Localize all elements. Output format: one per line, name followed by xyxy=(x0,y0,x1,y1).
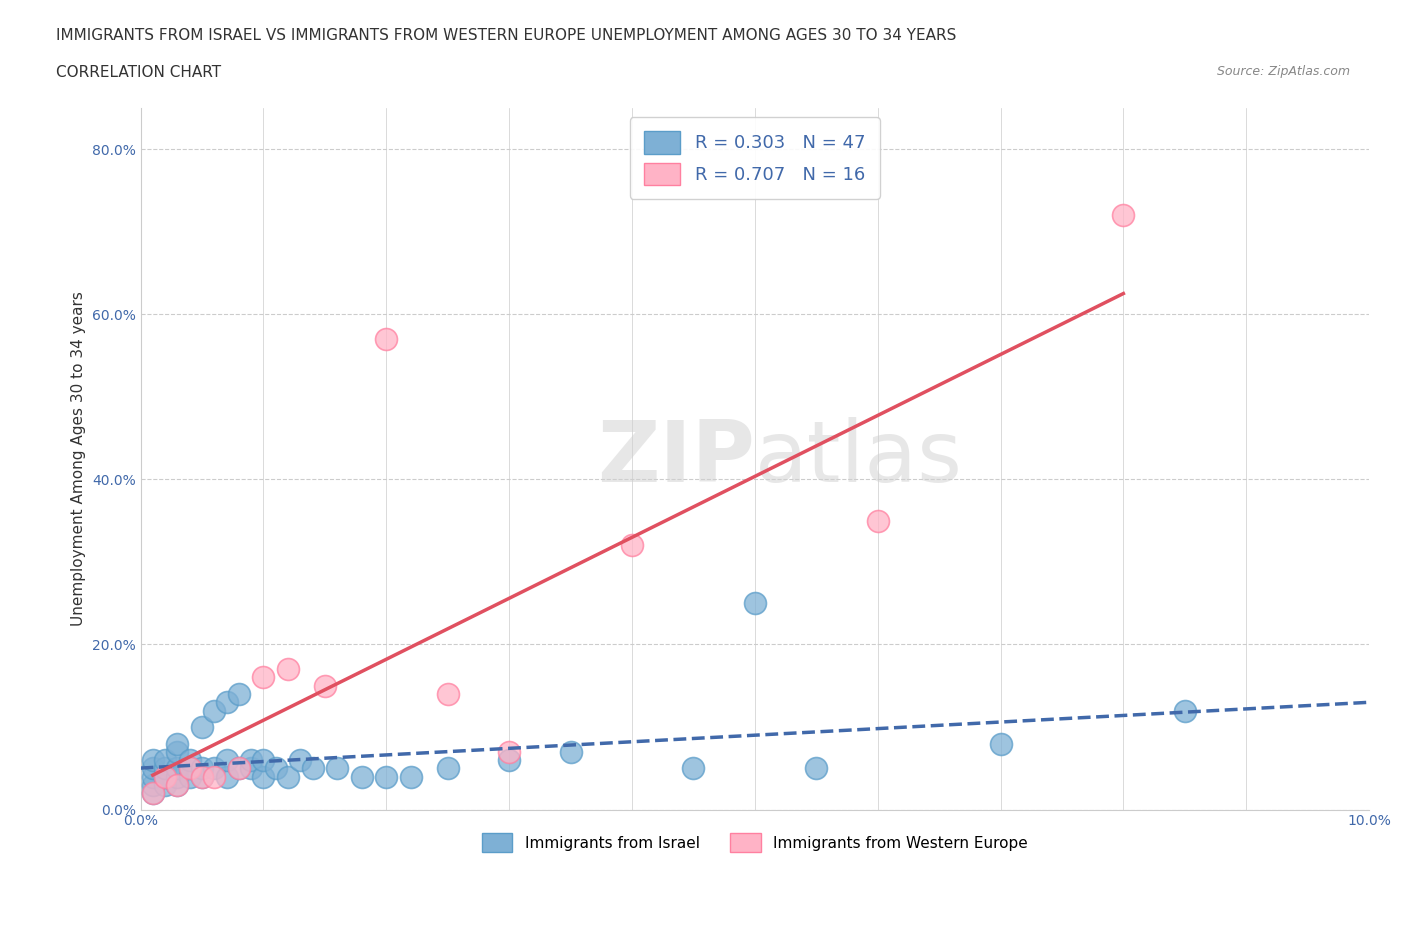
Point xyxy=(228,686,250,701)
Point xyxy=(215,695,238,710)
Point xyxy=(264,761,287,776)
Point xyxy=(191,720,214,735)
Point xyxy=(215,752,238,767)
Point xyxy=(350,769,373,784)
Point xyxy=(191,769,214,784)
Point xyxy=(215,769,238,784)
Point xyxy=(240,761,263,776)
Point xyxy=(252,752,274,767)
Point xyxy=(399,769,422,784)
Point xyxy=(277,662,299,677)
Point xyxy=(498,744,520,759)
Point xyxy=(202,761,225,776)
Point xyxy=(252,670,274,684)
Point xyxy=(142,752,165,767)
Point xyxy=(1112,208,1135,223)
Point xyxy=(166,777,188,792)
Point xyxy=(375,332,398,347)
Point xyxy=(252,769,274,784)
Point xyxy=(166,736,188,751)
Point xyxy=(990,736,1012,751)
Point xyxy=(166,761,188,776)
Point xyxy=(290,752,312,767)
Point xyxy=(153,777,176,792)
Point xyxy=(202,769,225,784)
Point xyxy=(191,761,214,776)
Point xyxy=(166,744,188,759)
Text: atlas: atlas xyxy=(755,418,963,500)
Point xyxy=(866,513,889,528)
Point xyxy=(202,703,225,718)
Point xyxy=(153,769,176,784)
Point xyxy=(228,761,250,776)
Point xyxy=(166,769,188,784)
Text: CORRELATION CHART: CORRELATION CHART xyxy=(56,65,221,80)
Point xyxy=(498,752,520,767)
Point xyxy=(1174,703,1197,718)
Point xyxy=(142,786,165,801)
Point xyxy=(153,752,176,767)
Point xyxy=(301,761,323,776)
Point xyxy=(436,686,458,701)
Text: IMMIGRANTS FROM ISRAEL VS IMMIGRANTS FROM WESTERN EUROPE UNEMPLOYMENT AMONG AGES: IMMIGRANTS FROM ISRAEL VS IMMIGRANTS FRO… xyxy=(56,28,956,43)
Y-axis label: Unemployment Among Ages 30 to 34 years: Unemployment Among Ages 30 to 34 years xyxy=(72,291,86,626)
Text: ZIP: ZIP xyxy=(598,418,755,500)
Point xyxy=(326,761,349,776)
Point xyxy=(153,769,176,784)
Point xyxy=(191,769,214,784)
Point xyxy=(744,596,766,611)
Point xyxy=(436,761,458,776)
Point xyxy=(153,761,176,776)
Point xyxy=(620,538,643,552)
Point xyxy=(228,761,250,776)
Text: Source: ZipAtlas.com: Source: ZipAtlas.com xyxy=(1216,65,1350,78)
Point xyxy=(682,761,704,776)
Legend: Immigrants from Israel, Immigrants from Western Europe: Immigrants from Israel, Immigrants from … xyxy=(475,827,1033,858)
Point xyxy=(142,786,165,801)
Point xyxy=(375,769,398,784)
Point xyxy=(142,769,165,784)
Point xyxy=(179,761,201,776)
Point xyxy=(179,769,201,784)
Point xyxy=(166,777,188,792)
Point xyxy=(142,777,165,792)
Point xyxy=(560,744,582,759)
Point xyxy=(314,678,336,693)
Point xyxy=(277,769,299,784)
Point xyxy=(179,752,201,767)
Point xyxy=(179,761,201,776)
Point xyxy=(806,761,828,776)
Point xyxy=(142,761,165,776)
Point xyxy=(240,752,263,767)
